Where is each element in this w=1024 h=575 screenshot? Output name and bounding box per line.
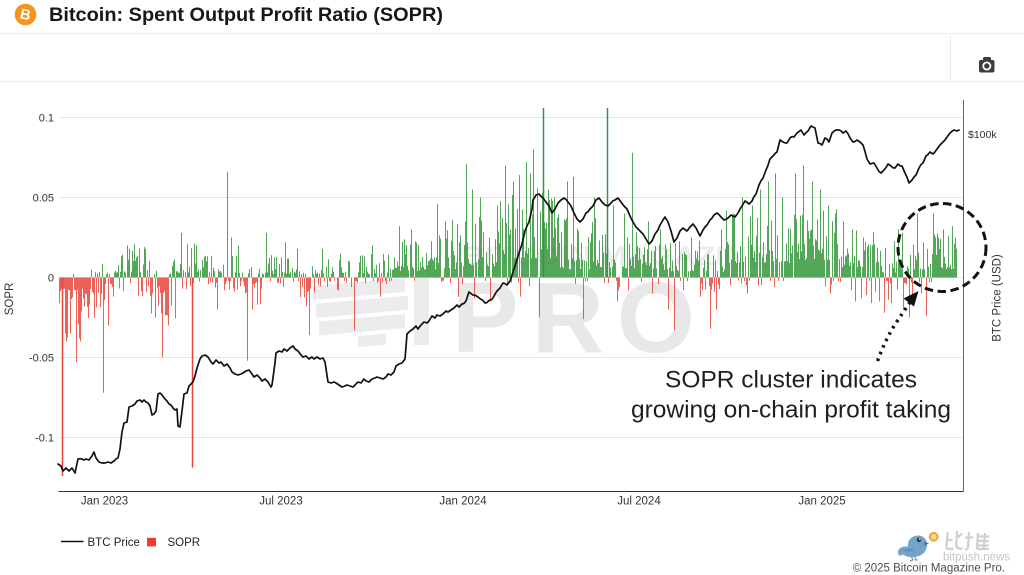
svg-text:Bitcoin: Spent Output Profit R: Bitcoin: Spent Output Profit Ratio (SOPR… <box>49 4 443 26</box>
svg-text:B: B <box>19 6 33 24</box>
svg-text:© 2025 Bitcoin Magazine Pro.: © 2025 Bitcoin Magazine Pro. <box>853 563 1005 575</box>
svg-text:-0.1: -0.1 <box>35 432 54 444</box>
svg-text:bitpush.news: bitpush.news <box>943 552 1010 564</box>
svg-text:Jan 2023: Jan 2023 <box>81 496 128 508</box>
svg-text:SOPR: SOPR <box>4 283 16 316</box>
svg-text:BTC Price: BTC Price <box>88 537 140 549</box>
svg-text:0.05: 0.05 <box>33 192 54 204</box>
svg-text:PRO: PRO <box>452 262 708 374</box>
svg-text:-0.05: -0.05 <box>29 352 54 364</box>
svg-text:Jul 2023: Jul 2023 <box>259 496 302 508</box>
svg-text:0.1: 0.1 <box>39 112 54 124</box>
svg-text:Jan 2025: Jan 2025 <box>798 496 845 508</box>
svg-text:0: 0 <box>48 272 54 284</box>
svg-text:growing on-chain profit taking: growing on-chain profit taking <box>631 397 951 424</box>
svg-text:Jul 2024: Jul 2024 <box>617 496 661 508</box>
svg-text:BTC Price (USD): BTC Price (USD) <box>992 254 1004 342</box>
svg-text:SOPR: SOPR <box>168 537 201 549</box>
svg-text:$100k: $100k <box>968 129 997 141</box>
svg-text:SOPR cluster indicates: SOPR cluster indicates <box>665 367 917 394</box>
svg-text:BITCOIN MAGAZINE: BITCOIN MAGAZINE <box>462 241 768 271</box>
svg-text:Jan 2024: Jan 2024 <box>439 496 487 508</box>
